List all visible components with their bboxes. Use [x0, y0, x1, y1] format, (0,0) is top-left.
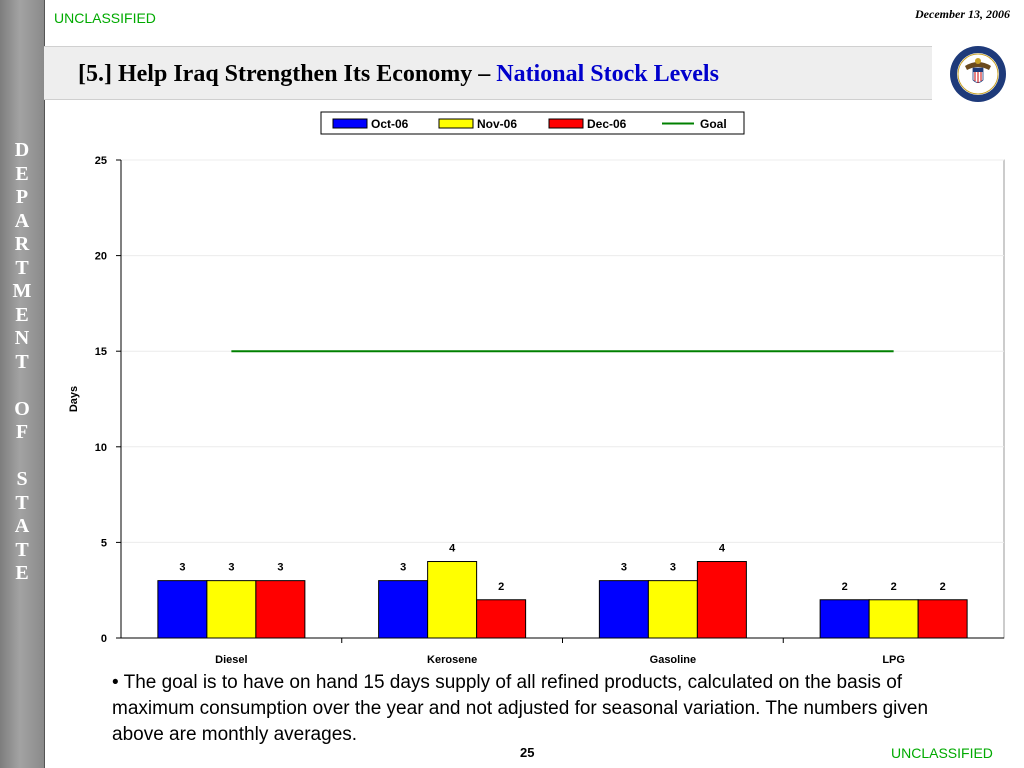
classification-bottom: UNCLASSIFIED	[891, 745, 993, 761]
legend-label: Dec-06	[587, 117, 627, 131]
bar	[598, 580, 649, 639]
bar-value-label: 2	[891, 581, 897, 593]
bar-value-label: 3	[277, 562, 283, 574]
legend-swatch	[438, 118, 474, 129]
note-paragraph: • The goal is to have on hand 15 days su…	[112, 670, 952, 748]
bar-value-label: 2	[940, 581, 946, 593]
bar	[255, 580, 306, 639]
slide-date: December 13, 2006	[915, 7, 1010, 21]
sidebar-letter: R	[14, 233, 30, 255]
y-tick-label: 15	[95, 346, 107, 358]
sidebar-letter: T	[15, 350, 29, 373]
sidebar-letter: T	[15, 491, 29, 514]
bar-value-label: 3	[670, 562, 676, 574]
bar-value-label: 4	[719, 543, 726, 555]
bar	[427, 561, 478, 639]
bar	[917, 599, 968, 639]
sidebar-letter: N	[14, 327, 30, 349]
legend-label: Nov-06	[477, 117, 517, 131]
plot-area	[120, 159, 1005, 639]
y-tick-label: 25	[95, 155, 107, 167]
sidebar-letter: E	[15, 562, 29, 584]
classification-top: UNCLASSIFIED	[54, 10, 156, 26]
legend-swatch	[332, 118, 368, 129]
legend-label: Goal	[700, 117, 727, 131]
bar-value-label: 2	[498, 581, 504, 593]
y-tick-label: 5	[101, 537, 107, 549]
sidebar-letter: A	[14, 515, 30, 537]
sidebar-letter: T	[15, 538, 29, 561]
sidebar-letter: D	[14, 139, 30, 161]
sidebar-letter: O	[14, 397, 30, 420]
x-tick-label: LPG	[882, 654, 905, 666]
slide-title: [5.] Help Iraq Strengthen Its Economy – …	[78, 61, 719, 88]
bar-value-label: 3	[179, 562, 185, 574]
y-tick-label: 10	[95, 442, 107, 454]
sidebar-letter: P	[15, 186, 29, 208]
sidebar-letter: T	[15, 256, 29, 279]
y-tick-label: 0	[101, 633, 107, 645]
note-text: The goal is to have on hand 15 days supp…	[112, 672, 929, 745]
x-tick-label: Kerosene	[427, 654, 477, 666]
bar	[476, 599, 527, 639]
legend-label: Oct-06	[371, 117, 409, 131]
note-bullet: •	[112, 672, 119, 693]
bar-value-label: 3	[400, 562, 406, 574]
bar	[378, 580, 429, 639]
x-tick-label: Diesel	[215, 654, 247, 666]
bar	[868, 599, 919, 639]
sidebar-letter: F	[15, 421, 29, 443]
sidebar-letter: A	[14, 209, 30, 232]
bar	[696, 561, 747, 639]
bar	[819, 599, 870, 639]
y-tick-label: 20	[95, 251, 107, 263]
chart-svg: 0 5 10 15 20 25 Days Diesel 3 3 3 Kerosene 3 4 2 Gasoli…	[68, 111, 1005, 666]
sidebar-letter: E	[15, 303, 29, 326]
sidebar-letter: S	[16, 468, 28, 490]
y-axis-label: Days	[68, 386, 80, 412]
bar-value-label: 3	[621, 562, 627, 574]
bar-value-label: 3	[228, 562, 234, 574]
bar	[206, 580, 257, 639]
department-of-state-seal-icon	[933, 44, 1023, 104]
x-tick-label: Gasoline	[650, 654, 696, 666]
sidebar-letter: M	[12, 280, 32, 302]
title-main: [5.] Help Iraq Strengthen Its Economy –	[78, 61, 497, 87]
legend-box	[320, 111, 745, 135]
page-number: 25	[520, 745, 535, 760]
bar	[647, 580, 698, 639]
bar-value-label: 2	[842, 581, 848, 593]
legend-swatch	[548, 118, 584, 129]
bar-value-label: 4	[449, 543, 456, 555]
title-highlight: National Stock Levels	[496, 61, 719, 87]
stock-levels-chart: 0 5 10 15 20 25 Days Diesel 3 3 3 Kerosene 3 4 2 Gasoli…	[62, 108, 1012, 673]
title-bar: [5.] Help Iraq Strengthen Its Economy – …	[44, 46, 932, 100]
sidebar-letter: E	[15, 162, 29, 185]
bar	[157, 580, 208, 639]
